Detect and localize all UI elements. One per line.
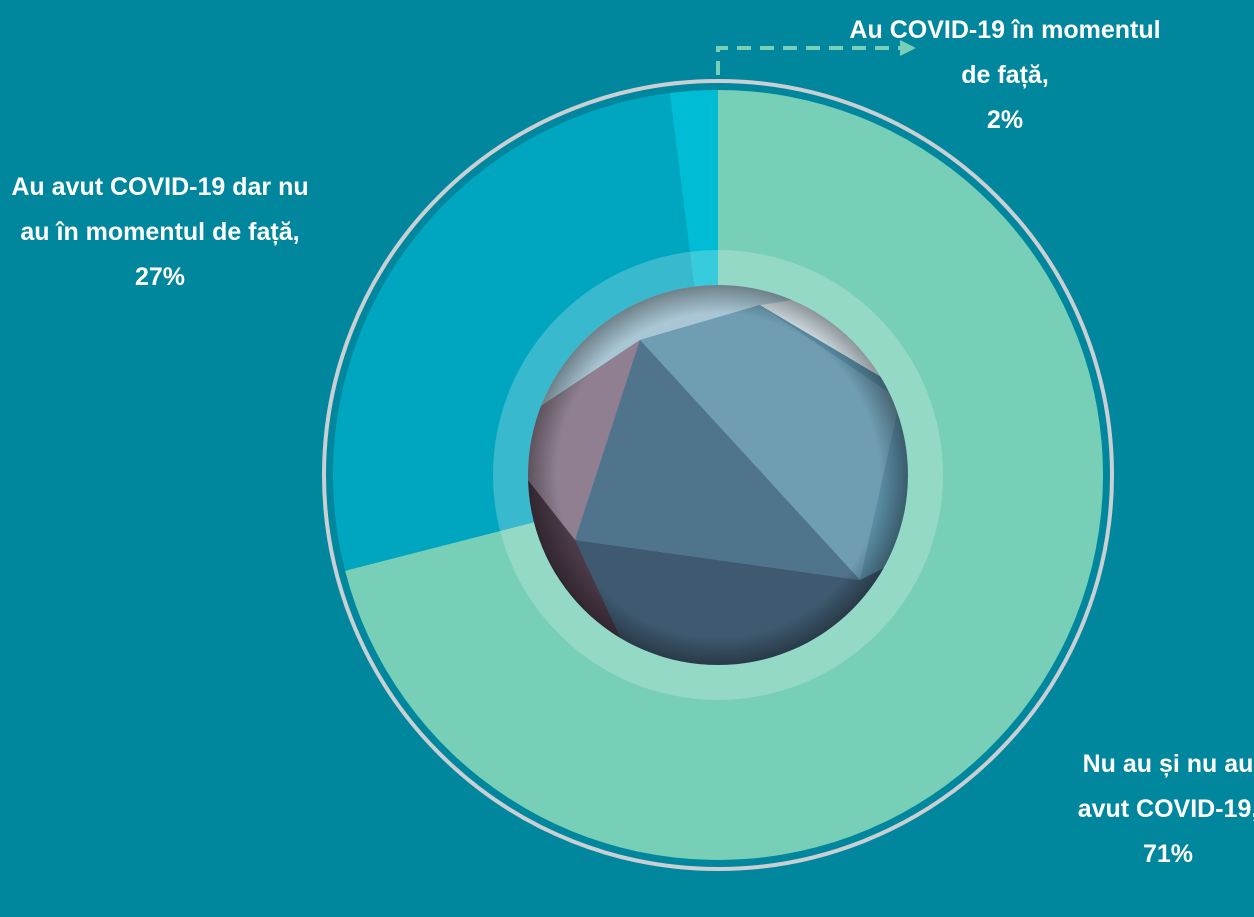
value-label: 2%: [845, 98, 1165, 143]
slice-label: Nu au și nu au avut COVID-19,71%: [1068, 742, 1254, 877]
value-label: 71%: [1068, 832, 1254, 877]
label-text: Nu au și nu au avut COVID-19,: [1068, 742, 1254, 832]
label-text: Au avut COVID-19 dar nu au în momentul d…: [10, 165, 310, 255]
value-label: 27%: [10, 255, 310, 300]
slice-label: Au COVID-19 în momentul de față,2%: [845, 8, 1165, 143]
page: Nu au și nu au avut COVID-19,71% Au avut…: [0, 0, 1254, 917]
slice-label: Au avut COVID-19 dar nu au în momentul d…: [10, 165, 310, 300]
label-text: Au COVID-19 în momentul de față,: [845, 8, 1165, 98]
